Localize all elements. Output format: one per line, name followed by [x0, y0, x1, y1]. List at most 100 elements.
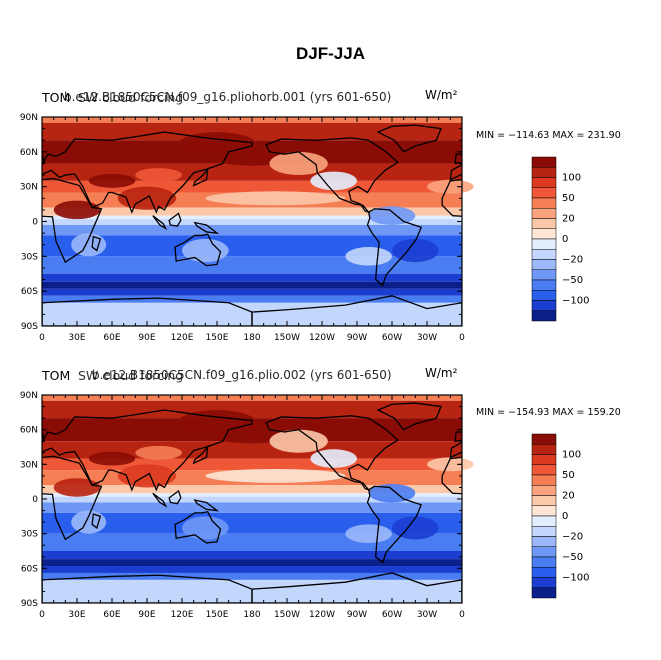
colorbar-swatch [531, 536, 557, 547]
contour-band [42, 559, 462, 567]
coastline [573, 493, 586, 506]
contour-region [310, 171, 357, 191]
coastline [168, 489, 182, 505]
contour-band [42, 533, 462, 551]
contour-band [42, 295, 462, 303]
colorbar-label: 20 [562, 491, 575, 502]
panel-2-case-title: b.e12.B1850C5CN.f09_g16.plio.002 (yrs 60… [92, 368, 392, 382]
contour-region [88, 173, 136, 188]
colorbar-label: −100 [562, 573, 589, 584]
colorbar-swatch [531, 474, 557, 486]
lon-tick-label: 120E [171, 610, 194, 620]
coastline [265, 415, 399, 492]
colorbar-label: 0 [562, 234, 568, 245]
panel-2-var-title: SW cloud forcing [78, 368, 184, 383]
contour-band [42, 493, 462, 497]
lat-tick-label: 90N [20, 391, 38, 401]
contour-region [269, 151, 328, 176]
coastline [251, 572, 462, 603]
colorbar-swatch [531, 587, 557, 599]
coastline [0, 125, 21, 152]
lon-tick-label: 0 [39, 610, 45, 620]
colorbar-swatch [531, 505, 557, 517]
colorbar-1: 100 50 20 0 −20 −50 −100 [531, 156, 589, 322]
colorbar-swatch [531, 454, 557, 465]
colorbar-swatch [531, 567, 557, 578]
colorbar-swatch [531, 259, 557, 270]
panel-2-left-title: TOM [42, 368, 71, 383]
coastline [42, 455, 103, 541]
coastline [615, 500, 637, 510]
colorbar-swatch [531, 526, 557, 537]
contour-band [42, 224, 462, 236]
lat-tick-label: 30N [20, 183, 38, 193]
coastline [265, 137, 399, 214]
coastline [614, 447, 628, 463]
coastline [595, 234, 641, 265]
colorbar-label: −50 [562, 552, 583, 563]
contour-region [117, 464, 177, 488]
contour-band [42, 572, 462, 580]
coastline [441, 456, 462, 495]
colorbar-label: 50 [562, 193, 575, 204]
contour-region [182, 516, 229, 540]
colorbar-swatch [531, 556, 557, 568]
contour-region [135, 168, 183, 183]
contour-region [205, 468, 346, 483]
lat-tick-label: 60S [21, 287, 38, 297]
contour-region [205, 191, 346, 206]
colorbar-swatch [531, 197, 557, 209]
coastline [0, 209, 1, 286]
lon-tick-label: 30E [68, 333, 85, 343]
coastline [366, 208, 423, 287]
coastline [589, 491, 601, 504]
contour-band [42, 496, 462, 503]
lon-tick-label: 150W [274, 333, 300, 343]
contour-band [42, 273, 462, 282]
contour-band [42, 551, 462, 560]
lon-tick-label: 90W [347, 333, 367, 343]
coastline [376, 124, 442, 153]
coastline [512, 237, 520, 251]
lon-tick-label: 150W [274, 610, 300, 620]
colorbar-swatch [531, 290, 557, 301]
colorbar-swatch [531, 485, 557, 496]
panel-2-units: W/m² [425, 366, 458, 380]
lon-tick-label: 120W [309, 333, 335, 343]
coastlines [0, 124, 641, 326]
colorbar-label: 100 [562, 173, 581, 184]
coastline [42, 297, 253, 326]
panel-1-case-title: b.e12.B1850C5CN.f09_g16.pliohorb.001 (yr… [64, 90, 392, 104]
panel-1-minmax: MIN = −114.63 MAX = 231.90 [476, 130, 621, 141]
colorbar-label: 20 [562, 214, 575, 225]
colorbar-label: 100 [562, 450, 581, 461]
lon-tick-label: 30E [68, 610, 85, 620]
contour-band [42, 288, 462, 296]
panel-1-units: W/m² [425, 88, 458, 102]
coastline [193, 499, 220, 512]
colorbar-label: −20 [562, 532, 583, 543]
contour-band [42, 458, 462, 471]
coastline [174, 510, 222, 544]
main-title: DJF-JJA [296, 44, 365, 63]
contour-region [269, 429, 328, 453]
coastline [91, 235, 102, 252]
coastline [376, 402, 442, 431]
contour-band [42, 219, 462, 225]
contour-band [42, 502, 462, 513]
lon-tick-label: 60W [382, 610, 402, 620]
contour-band [42, 180, 462, 193]
contour-region [345, 247, 392, 266]
contour-region [117, 186, 177, 210]
colorbar-swatch [531, 495, 557, 506]
contour-region [182, 238, 229, 263]
coastlines [42, 402, 637, 603]
coastline [512, 514, 520, 528]
lon-tick-label: 60E [103, 610, 120, 620]
coastline [174, 233, 222, 267]
colorbar-swatch [531, 218, 557, 229]
coastline [152, 492, 168, 508]
panel-2-minmax: MIN = −154.93 MAX = 159.20 [476, 407, 621, 418]
